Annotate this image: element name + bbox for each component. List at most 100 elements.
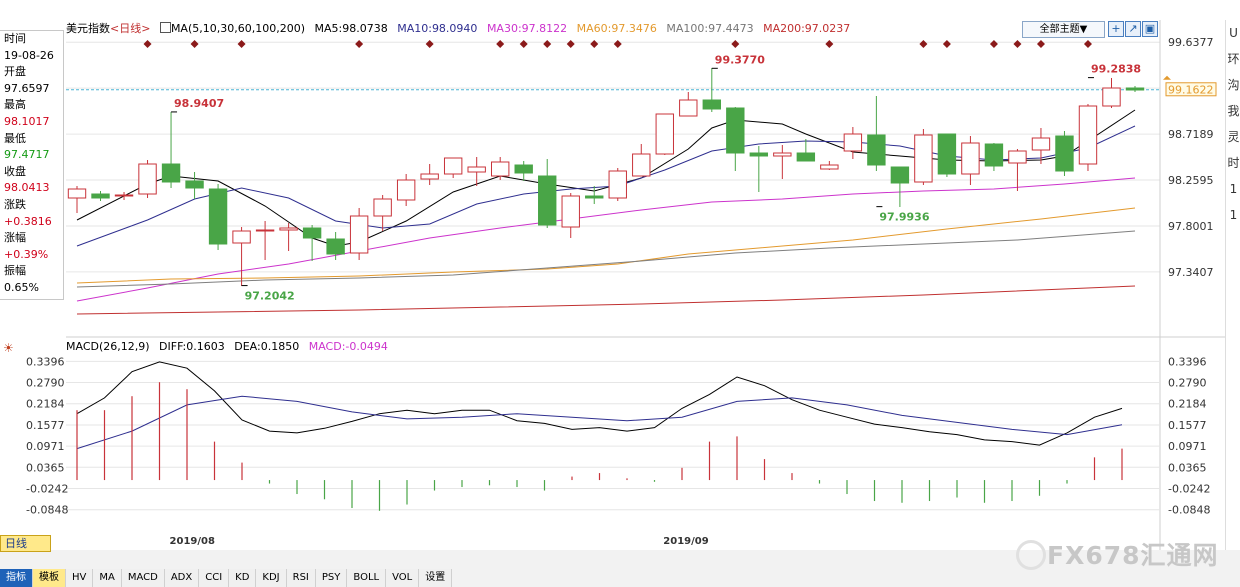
event-marker bbox=[519, 40, 528, 48]
ma-params: MA(5,10,30,60,100,200) bbox=[170, 22, 305, 35]
tab-4[interactable]: MACD bbox=[121, 569, 165, 587]
date-axis: 2019/08 2019/09 bbox=[170, 536, 709, 547]
ma100-value: MA100:97.4473 bbox=[666, 22, 754, 35]
event-marker bbox=[590, 40, 599, 48]
info-value: +0.39% bbox=[4, 247, 49, 261]
tab-13[interactable]: 设置 bbox=[419, 569, 453, 587]
info-value: 97.6597 bbox=[4, 81, 50, 95]
instrument-name: 美元指数 bbox=[66, 22, 110, 35]
candle-up bbox=[843, 133, 863, 152]
ma-toggle-icon[interactable] bbox=[159, 22, 171, 33]
candle-up bbox=[114, 194, 134, 197]
diff-value: DIFF:0.1603 bbox=[159, 340, 225, 353]
fullscreen-icon[interactable]: ▣ bbox=[1142, 21, 1158, 37]
event-marker bbox=[425, 40, 434, 48]
tab-12[interactable]: VOL bbox=[386, 569, 420, 587]
candle-down bbox=[185, 180, 204, 189]
theme-dropdown[interactable]: 全部主题▼ bbox=[1022, 21, 1105, 38]
current-price-box bbox=[1165, 82, 1217, 97]
side-panel-text: 环 bbox=[1227, 52, 1240, 66]
price-tick-label: 97.3407 bbox=[1168, 266, 1214, 279]
candle-up bbox=[608, 170, 627, 199]
macd-tick-left: 0.0365 bbox=[26, 461, 65, 474]
macd-tick-right: 0.2184 bbox=[1168, 398, 1207, 411]
sun-settings-icon[interactable]: ☀ bbox=[3, 341, 14, 355]
event-marker bbox=[919, 40, 928, 48]
candle-up bbox=[232, 230, 251, 244]
annotation-label: 99.2838 bbox=[1091, 63, 1141, 76]
annotation-label: 97.2042 bbox=[245, 290, 295, 303]
candle-down bbox=[208, 188, 228, 245]
candle-up bbox=[1078, 105, 1098, 165]
info-value: 98.0413 bbox=[4, 181, 50, 195]
candle-down bbox=[302, 227, 322, 239]
moving-average-lines bbox=[76, 109, 1136, 315]
event-marker bbox=[1036, 40, 1045, 48]
candle-down bbox=[1125, 87, 1145, 91]
tab-1[interactable]: 模板 bbox=[33, 569, 66, 587]
quote-info-panel: 时间 19-08-26 开盘 97.6597 最高 98.1017 最低 97.4717 收盘 9… bbox=[0, 30, 64, 300]
candle-down bbox=[749, 152, 769, 157]
tab-6[interactable]: CCI bbox=[199, 569, 230, 587]
candle-up bbox=[773, 152, 792, 157]
info-value: 97.4717 bbox=[4, 148, 50, 162]
ma100-line bbox=[76, 230, 1136, 288]
side-panel-text: 灵 bbox=[1227, 130, 1240, 144]
tab-11[interactable]: BOLL bbox=[347, 569, 387, 587]
tab-7[interactable]: KD bbox=[229, 569, 257, 587]
candle-down bbox=[890, 166, 910, 184]
tab-2[interactable]: HV bbox=[66, 569, 94, 587]
chart-grid bbox=[66, 20, 1225, 550]
ma30-value: MA30:97.8122 bbox=[486, 22, 568, 35]
tab-3[interactable]: MA bbox=[93, 569, 122, 587]
event-marker bbox=[543, 40, 552, 48]
side-panel-text: 1 bbox=[1229, 208, 1238, 222]
ma5-value: MA5:98.0738 bbox=[314, 22, 388, 35]
info-label: 收盘 bbox=[4, 164, 26, 178]
candle-up bbox=[679, 99, 698, 117]
tab-9[interactable]: RSI bbox=[286, 569, 316, 587]
info-value: 0.65% bbox=[4, 280, 39, 294]
macd-tick-left: 0.0971 bbox=[26, 440, 65, 453]
candle-down bbox=[702, 99, 721, 110]
candle-up bbox=[914, 134, 933, 183]
candle-down bbox=[91, 193, 110, 199]
macd-tick-left: 0.3396 bbox=[26, 355, 65, 368]
ma60-line bbox=[76, 207, 1136, 284]
tab-8[interactable]: KDJ bbox=[256, 569, 287, 587]
macd-params: MACD(26,12,9) bbox=[66, 340, 150, 353]
tab-0[interactable]: 指标 bbox=[0, 569, 33, 587]
event-marker bbox=[190, 40, 199, 48]
dea-value: DEA:0.1850 bbox=[234, 340, 300, 353]
price-tick-label: 99.6377 bbox=[1168, 36, 1214, 49]
period-button[interactable]: 日线 bbox=[0, 535, 51, 552]
tab-10[interactable]: PSY bbox=[315, 569, 348, 587]
plus-square-icon[interactable]: + bbox=[1108, 21, 1124, 37]
price-tick-label: 98.7189 bbox=[1168, 128, 1214, 141]
candle-down bbox=[161, 163, 181, 183]
candle-down bbox=[538, 175, 557, 226]
candle-up bbox=[138, 163, 157, 195]
event-marker bbox=[143, 40, 152, 48]
event-markers bbox=[143, 40, 1092, 48]
macd-value: MACD:-0.0494 bbox=[308, 340, 388, 353]
candle-up bbox=[396, 179, 416, 201]
candle-up bbox=[467, 166, 486, 173]
candle-down bbox=[726, 107, 745, 154]
candle-down bbox=[514, 164, 533, 174]
candle-up bbox=[373, 198, 392, 217]
price-legend: 美元指数<日线> MA(5,10,30,60,100,200) MA5:98.0… bbox=[66, 20, 856, 36]
info-label: 振幅 bbox=[4, 264, 26, 278]
macd-tick-left: -0.0242 bbox=[26, 483, 68, 496]
candle-up bbox=[349, 215, 369, 254]
candle-up bbox=[279, 227, 298, 231]
indicator-tabs: 指标 模板 HV MA MACD ADX CCI KD KDJ RSI PSY BOLL VOL 设置 bbox=[0, 569, 453, 587]
macd-legend: MACD(26,12,9) DIFF:0.1603 DEA:0.1850 MAC… bbox=[66, 340, 394, 353]
macd-tick-right: 0.1577 bbox=[1168, 419, 1207, 432]
tab-5[interactable]: ADX bbox=[164, 569, 200, 587]
side-panel-text: U bbox=[1229, 26, 1238, 40]
export-icon[interactable]: ↗ bbox=[1125, 21, 1141, 37]
candle-up bbox=[1031, 137, 1051, 151]
